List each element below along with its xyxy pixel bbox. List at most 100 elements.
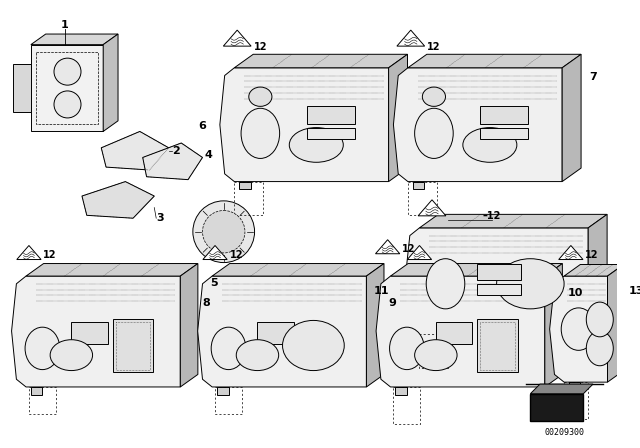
Polygon shape [564,264,624,276]
Polygon shape [531,394,584,421]
Ellipse shape [25,327,60,370]
Bar [477,264,521,280]
Polygon shape [559,246,583,259]
Bar [477,284,521,295]
Polygon shape [405,228,588,334]
Polygon shape [607,264,624,382]
Polygon shape [390,263,563,276]
Ellipse shape [236,340,278,370]
Text: 4: 4 [204,150,212,159]
Polygon shape [31,34,118,45]
Ellipse shape [561,308,596,350]
Ellipse shape [54,58,81,85]
Polygon shape [180,263,198,387]
Ellipse shape [586,302,613,337]
Polygon shape [223,30,251,46]
Ellipse shape [282,320,344,370]
Polygon shape [413,181,424,190]
Polygon shape [394,68,562,181]
Text: –12: –12 [482,211,500,221]
Polygon shape [545,263,563,387]
Ellipse shape [241,108,280,159]
Ellipse shape [463,128,517,162]
Polygon shape [550,276,607,382]
Ellipse shape [50,340,93,370]
Ellipse shape [289,128,343,162]
Polygon shape [376,276,545,387]
Text: 12: 12 [427,42,441,52]
Polygon shape [12,276,180,387]
Ellipse shape [54,91,81,118]
Text: 2: 2 [172,146,179,156]
Bar [480,128,529,139]
Text: 00209300: 00209300 [544,428,584,437]
Bar [307,128,355,139]
Polygon shape [424,334,436,342]
Bar [36,52,99,124]
Bar [480,106,529,124]
Polygon shape [26,263,198,276]
Bar [113,319,154,372]
Text: 5: 5 [211,278,218,288]
Bar [307,106,355,124]
Polygon shape [17,246,41,259]
Polygon shape [562,54,581,181]
Bar [71,323,108,344]
Text: 12: 12 [402,244,415,254]
Text: 12: 12 [44,250,57,260]
Text: 12: 12 [586,250,599,260]
Polygon shape [239,181,251,190]
Polygon shape [31,45,103,131]
Polygon shape [13,64,31,112]
Polygon shape [31,387,42,395]
Text: 8: 8 [203,298,211,308]
Polygon shape [217,387,228,395]
Polygon shape [103,34,118,131]
Polygon shape [198,276,367,387]
Text: 10: 10 [567,289,582,298]
Polygon shape [396,387,407,395]
Polygon shape [419,214,607,228]
Polygon shape [212,263,384,276]
Ellipse shape [390,327,424,370]
Polygon shape [203,246,227,259]
Polygon shape [143,143,202,180]
Polygon shape [376,240,400,254]
Bar [477,319,518,372]
Polygon shape [82,181,154,218]
Text: 11: 11 [374,285,390,296]
Ellipse shape [415,340,457,370]
Polygon shape [588,214,607,334]
Polygon shape [388,54,408,181]
Polygon shape [531,384,593,394]
Polygon shape [101,131,169,170]
Bar [436,323,472,344]
Ellipse shape [211,327,246,370]
Text: 6: 6 [198,121,207,131]
Polygon shape [397,30,425,46]
Text: 12: 12 [230,250,243,260]
Bar [116,323,150,370]
Polygon shape [367,263,384,387]
Text: 12: 12 [253,42,267,52]
Polygon shape [418,200,446,216]
Ellipse shape [249,87,272,106]
Ellipse shape [422,87,445,106]
Polygon shape [220,68,388,181]
Text: 7: 7 [589,73,596,82]
Ellipse shape [497,258,564,309]
Bar [480,323,515,370]
Text: 1: 1 [61,20,68,30]
Circle shape [193,201,255,263]
Ellipse shape [426,258,465,309]
Polygon shape [407,246,431,259]
Polygon shape [569,382,580,390]
Text: 9: 9 [388,298,397,308]
Ellipse shape [415,108,453,159]
Bar [257,323,294,344]
Text: 13: 13 [628,285,640,296]
Polygon shape [408,54,581,68]
Ellipse shape [586,331,613,366]
Text: 3: 3 [156,213,164,223]
Polygon shape [234,54,408,68]
